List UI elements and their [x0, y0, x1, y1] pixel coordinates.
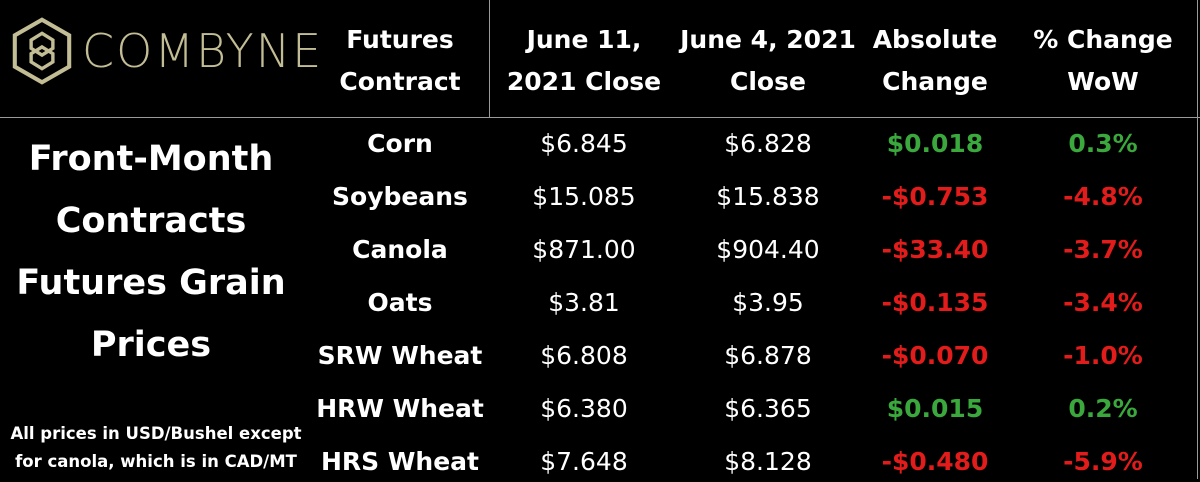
pct-change-value: -1.0%	[1063, 341, 1143, 370]
absolute-change-value: $0.015	[886, 394, 984, 423]
column-divider-right	[1197, 0, 1198, 479]
contract-name: HRW Wheat	[316, 394, 484, 423]
previous-close-value: $3.95	[732, 288, 804, 317]
current-close-value: $871.00	[532, 235, 636, 264]
previous-close-value: $6.365	[724, 394, 812, 423]
pct-change-value: -3.4%	[1063, 288, 1143, 317]
contract-name: Canola	[352, 235, 448, 264]
contract-name: Oats	[367, 288, 433, 317]
header-current-close: June 11, 2021 Close	[506, 25, 662, 96]
absolute-change-value: -$33.40	[881, 235, 989, 264]
absolute-change-value: -$0.753	[881, 182, 989, 211]
header-pct-change: % Change WoW	[1033, 25, 1173, 96]
previous-close-value: $904.40	[716, 235, 820, 264]
current-close-value: $6.380	[540, 394, 628, 423]
current-close-value: $6.808	[540, 341, 628, 370]
header-absolute-change: Absolute Change	[872, 25, 998, 96]
previous-close-value: $8.128	[724, 447, 812, 476]
absolute-change-value: -$0.070	[881, 341, 989, 370]
units-note: All prices in USD/Bushel except for cano…	[10, 424, 302, 471]
combyne-logo-icon	[12, 17, 72, 85]
pct-change-value: -4.8%	[1063, 182, 1143, 211]
pct-change-value: 0.3%	[1068, 129, 1138, 158]
contract-name: Soybeans	[332, 182, 468, 211]
pct-change-value: 0.2%	[1068, 394, 1138, 423]
header-divider	[0, 117, 1200, 118]
pct-change-value: -5.9%	[1063, 447, 1143, 476]
previous-close-value: $15.838	[716, 182, 820, 211]
current-close-value: $7.648	[540, 447, 628, 476]
combyne-logo-text: COMBYNE	[82, 24, 324, 78]
current-close-value: $15.085	[532, 182, 636, 211]
absolute-change-value: $0.018	[886, 129, 984, 158]
contract-name: SRW Wheat	[317, 341, 483, 370]
current-close-value: $6.845	[540, 129, 628, 158]
combyne-logo: COMBYNE	[8, 12, 328, 90]
column-divider-left	[489, 0, 490, 117]
absolute-change-value: -$0.480	[881, 447, 989, 476]
contract-name: Corn	[367, 129, 433, 158]
absolute-change-value: -$0.135	[881, 288, 989, 317]
previous-close-value: $6.878	[724, 341, 812, 370]
pct-change-value: -3.7%	[1063, 235, 1143, 264]
contract-name: HRS Wheat	[320, 447, 480, 476]
panel-title: Front-Month Contracts Futures Grain Pric…	[16, 139, 286, 365]
current-close-value: $3.81	[548, 288, 620, 317]
previous-close-value: $6.828	[724, 129, 812, 158]
header-futures-contract: Futures Contract	[339, 25, 461, 96]
header-previous-close: June 4, 2021 Close	[680, 25, 856, 96]
